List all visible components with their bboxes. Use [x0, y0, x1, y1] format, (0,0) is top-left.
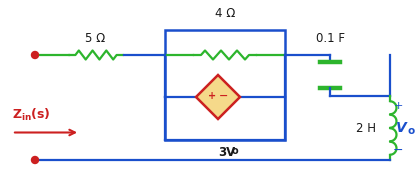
Text: V: V [396, 121, 407, 135]
Text: −: − [219, 91, 228, 101]
Text: 4 Ω: 4 Ω [215, 7, 235, 20]
Text: o: o [408, 126, 415, 136]
Circle shape [32, 156, 39, 164]
Circle shape [32, 52, 39, 58]
Text: 0.1 F: 0.1 F [315, 32, 344, 45]
Text: $\mathbf{Z}_{\mathbf{in}}\mathbf{(s)}$: $\mathbf{Z}_{\mathbf{in}}\mathbf{(s)}$ [12, 106, 51, 123]
Text: 2 H: 2 H [356, 121, 376, 134]
Text: o: o [232, 146, 239, 156]
Text: +: + [208, 91, 216, 101]
Text: 5 Ω: 5 Ω [85, 32, 105, 45]
Text: +: + [393, 101, 403, 111]
Text: 3V: 3V [218, 146, 235, 159]
Bar [165, 30, 285, 140]
Polygon shape [196, 75, 240, 119]
Text: −: − [393, 143, 403, 156]
